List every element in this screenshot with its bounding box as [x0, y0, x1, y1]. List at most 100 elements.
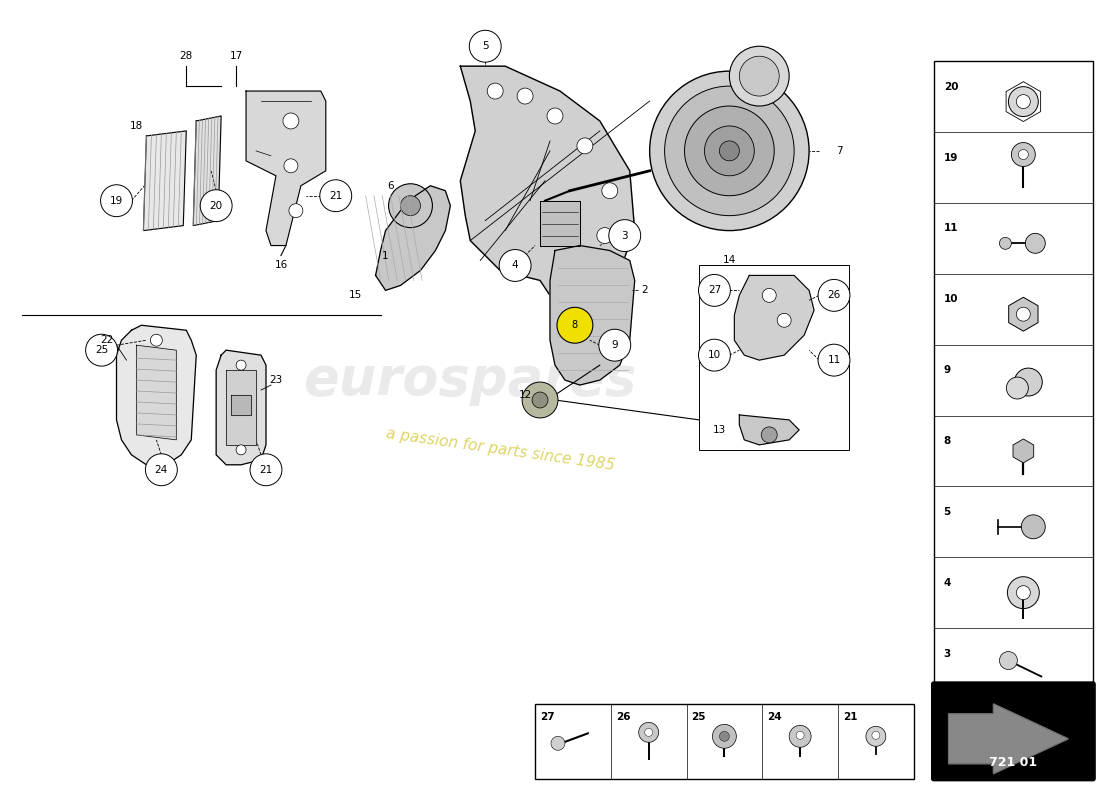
Text: 20: 20: [944, 82, 958, 92]
Text: 21: 21: [843, 712, 858, 722]
Polygon shape: [246, 91, 326, 246]
Text: 12: 12: [518, 390, 531, 400]
Text: 14: 14: [723, 255, 736, 266]
Circle shape: [100, 185, 132, 217]
Circle shape: [388, 184, 432, 228]
Text: 25: 25: [95, 345, 108, 355]
Circle shape: [866, 726, 886, 746]
Circle shape: [1016, 307, 1031, 321]
Circle shape: [1000, 238, 1011, 250]
Circle shape: [598, 330, 630, 361]
Circle shape: [151, 334, 163, 346]
Circle shape: [557, 307, 593, 343]
Circle shape: [1022, 515, 1045, 538]
Circle shape: [1006, 377, 1028, 399]
Circle shape: [487, 83, 503, 99]
Circle shape: [704, 126, 755, 176]
Text: 22: 22: [100, 335, 113, 346]
Text: 4: 4: [512, 261, 518, 270]
Circle shape: [236, 360, 246, 370]
Circle shape: [517, 88, 534, 104]
Text: 8: 8: [944, 436, 950, 446]
Polygon shape: [136, 345, 176, 440]
Text: 23: 23: [270, 375, 283, 385]
Text: 721 01: 721 01: [989, 756, 1037, 769]
Circle shape: [1011, 142, 1035, 166]
Circle shape: [499, 250, 531, 282]
Text: 19: 19: [110, 196, 123, 206]
Text: 16: 16: [274, 261, 287, 270]
Circle shape: [532, 392, 548, 408]
Text: 27: 27: [707, 286, 722, 295]
Circle shape: [719, 141, 739, 161]
Text: 15: 15: [349, 290, 362, 300]
FancyBboxPatch shape: [932, 682, 1096, 781]
Circle shape: [698, 274, 730, 306]
Circle shape: [719, 731, 729, 742]
Circle shape: [1025, 234, 1045, 254]
Text: 5: 5: [944, 507, 950, 517]
Text: 3: 3: [621, 230, 628, 241]
Polygon shape: [948, 704, 1068, 774]
Text: 10: 10: [708, 350, 720, 360]
Text: 19: 19: [944, 153, 958, 162]
Polygon shape: [460, 66, 635, 306]
Circle shape: [664, 86, 794, 216]
Circle shape: [250, 454, 282, 486]
Polygon shape: [739, 415, 799, 445]
Circle shape: [698, 339, 730, 371]
Text: 26: 26: [827, 290, 840, 300]
Circle shape: [522, 382, 558, 418]
Text: 10: 10: [944, 294, 958, 304]
Text: 25: 25: [692, 712, 706, 722]
Text: 11: 11: [827, 355, 840, 365]
Text: 24: 24: [155, 465, 168, 474]
Text: 27: 27: [540, 712, 554, 722]
Polygon shape: [375, 186, 450, 290]
Circle shape: [576, 138, 593, 154]
Circle shape: [145, 454, 177, 486]
Circle shape: [1009, 86, 1038, 117]
Text: 9: 9: [944, 365, 950, 375]
Polygon shape: [934, 61, 1093, 699]
Polygon shape: [540, 201, 580, 246]
Text: 24: 24: [767, 712, 782, 722]
Text: 21: 21: [260, 465, 273, 474]
Circle shape: [547, 108, 563, 124]
Text: 28: 28: [179, 51, 192, 61]
Polygon shape: [1009, 298, 1038, 331]
Polygon shape: [1013, 439, 1034, 463]
Circle shape: [645, 728, 652, 736]
Circle shape: [1016, 586, 1031, 600]
Polygon shape: [231, 395, 251, 415]
Circle shape: [713, 724, 736, 748]
Text: 6: 6: [387, 181, 394, 190]
Circle shape: [551, 736, 565, 750]
Text: 2: 2: [641, 286, 648, 295]
Text: 7: 7: [836, 146, 843, 156]
Circle shape: [872, 731, 880, 739]
Circle shape: [684, 106, 774, 196]
Polygon shape: [735, 275, 814, 360]
Circle shape: [284, 159, 298, 173]
Circle shape: [778, 314, 791, 327]
Text: eurospares: eurospares: [304, 354, 637, 406]
Circle shape: [236, 445, 246, 455]
Text: 5: 5: [482, 42, 488, 51]
Text: 17: 17: [230, 51, 243, 61]
Text: 3: 3: [944, 649, 950, 658]
Circle shape: [818, 344, 850, 376]
Circle shape: [1008, 577, 1040, 609]
Circle shape: [470, 30, 502, 62]
Text: 21: 21: [329, 190, 342, 201]
Circle shape: [729, 46, 789, 106]
Polygon shape: [550, 246, 635, 385]
Polygon shape: [117, 326, 196, 465]
Circle shape: [86, 334, 118, 366]
Circle shape: [320, 180, 352, 212]
Polygon shape: [194, 116, 221, 226]
Circle shape: [1019, 150, 1028, 159]
Text: a passion for parts since 1985: a passion for parts since 1985: [385, 426, 616, 474]
Circle shape: [739, 56, 779, 96]
Circle shape: [1014, 368, 1043, 396]
